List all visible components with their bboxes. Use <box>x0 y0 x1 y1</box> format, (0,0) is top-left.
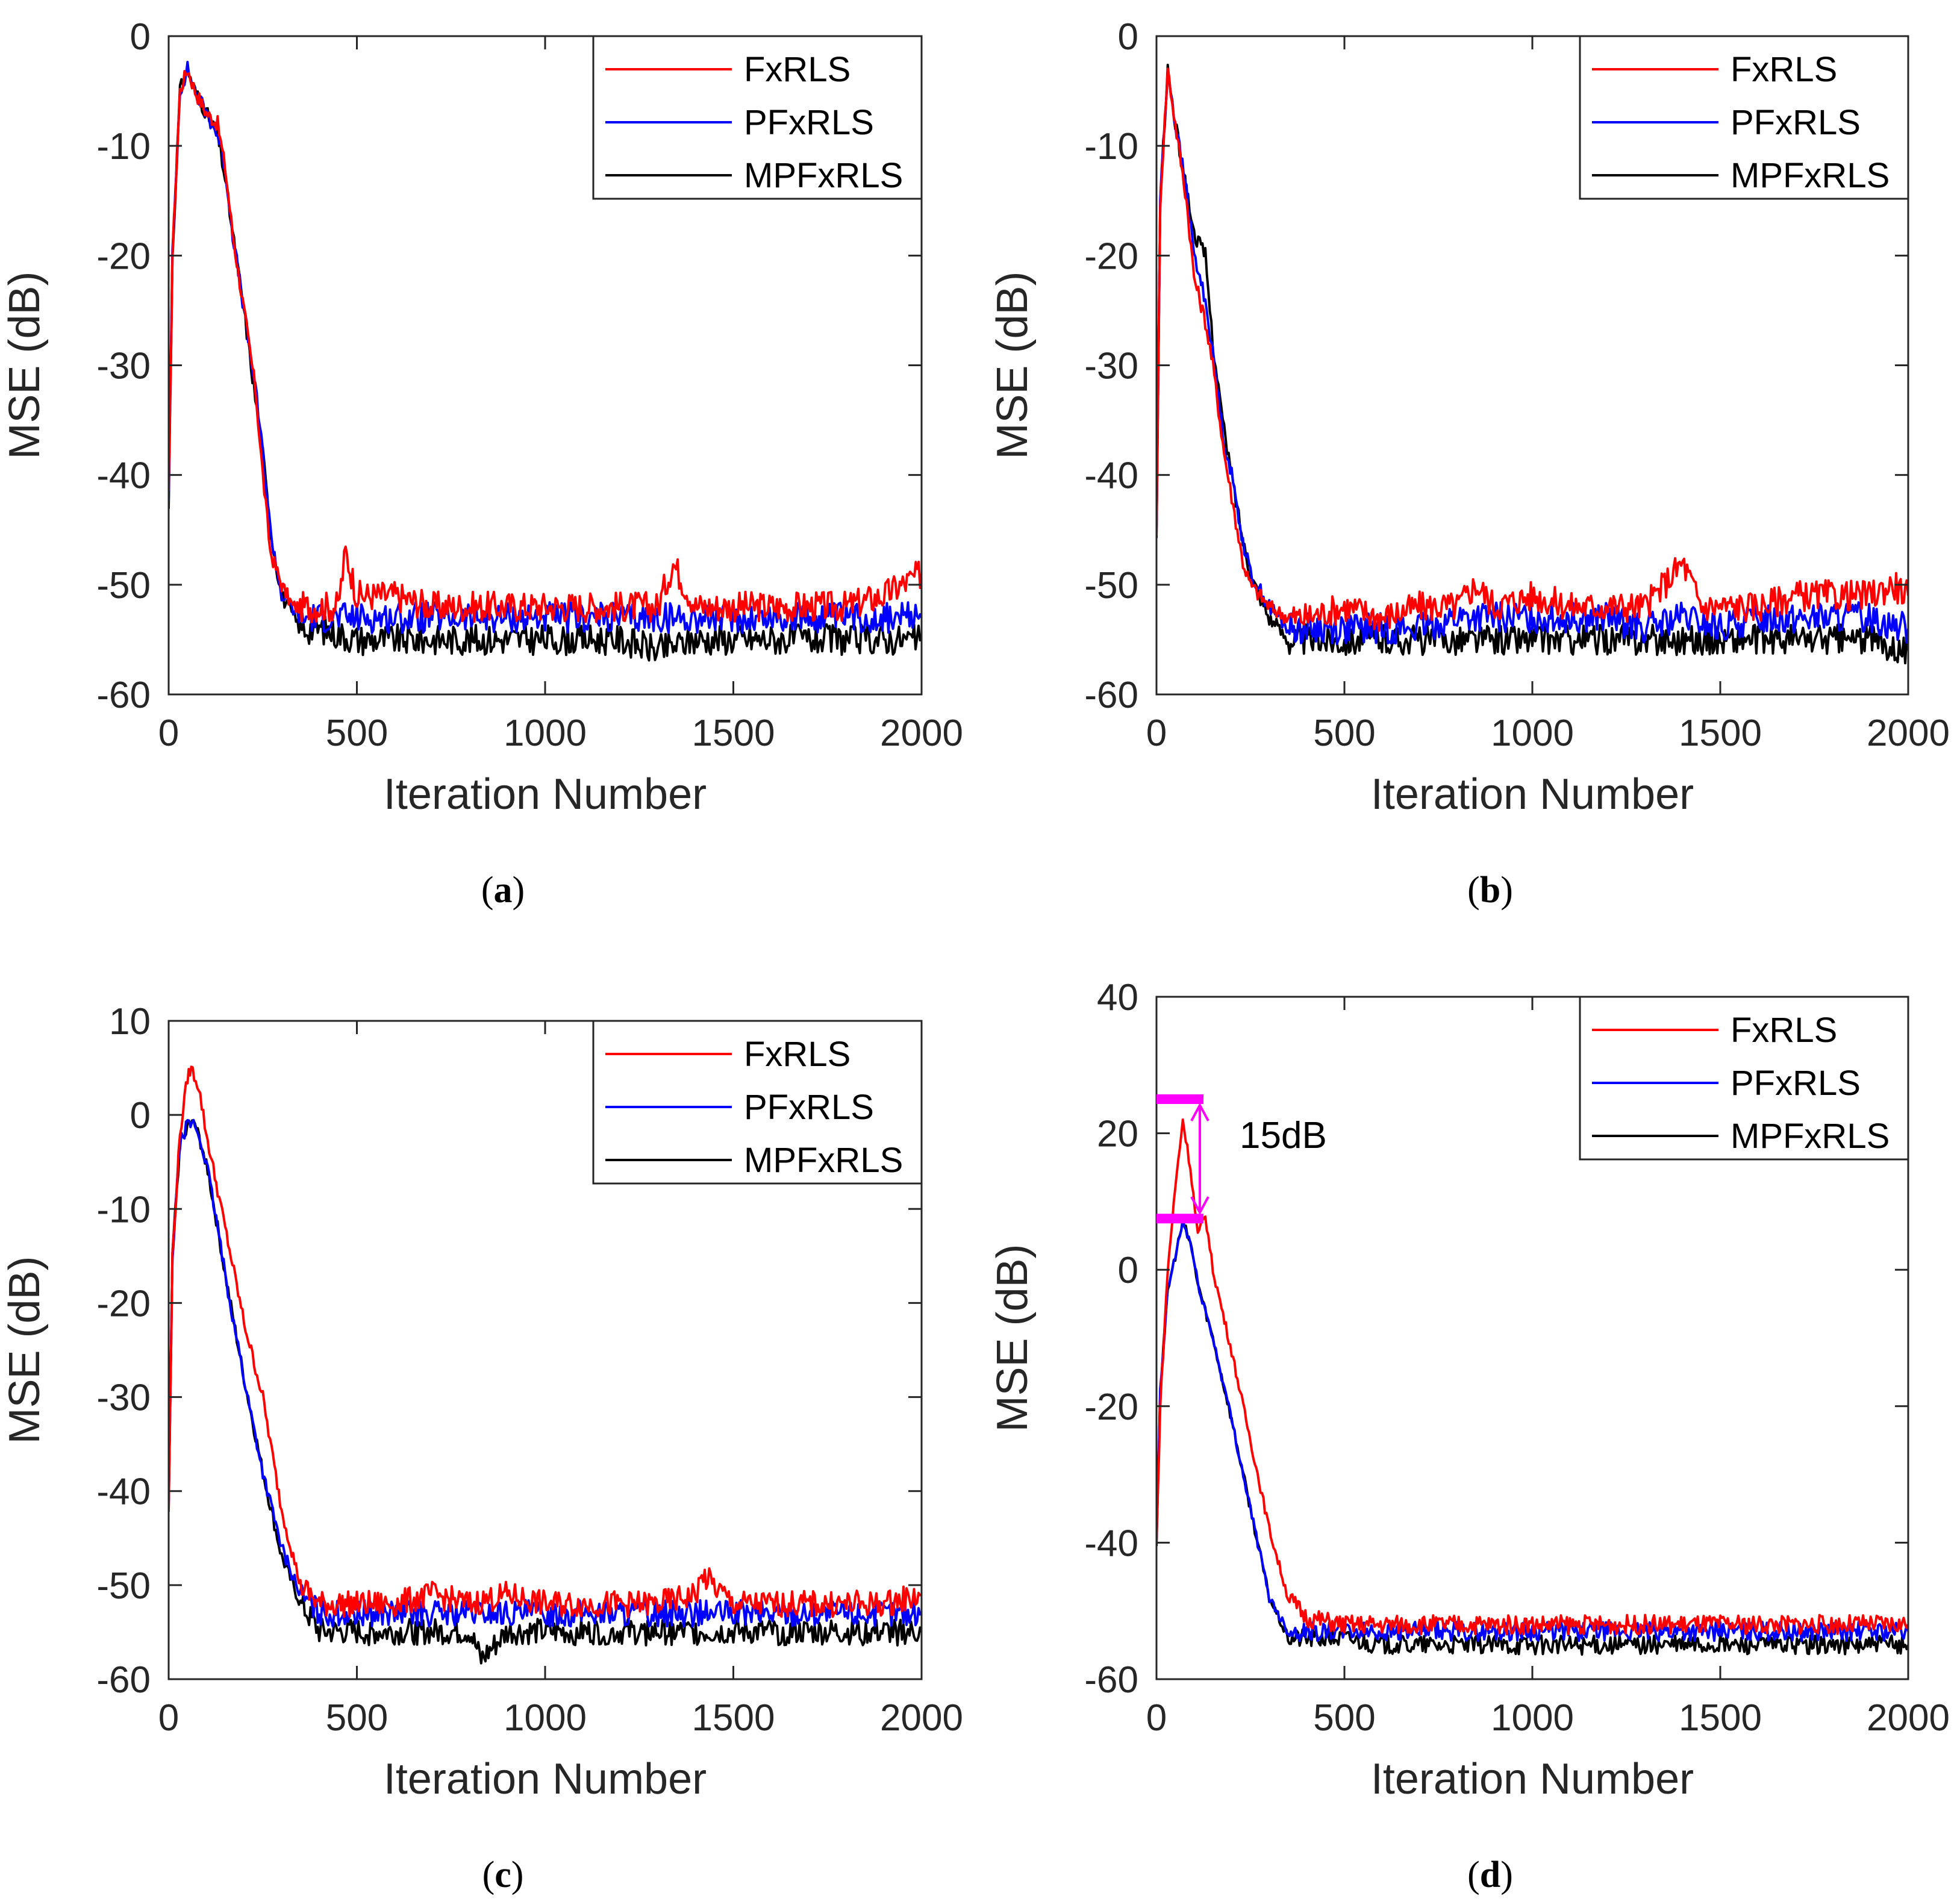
x-tick-label: 2000 <box>1867 713 1950 754</box>
x-tick-label: 0 <box>158 1697 179 1739</box>
plot-area <box>169 1065 922 1665</box>
x-tick-label: 500 <box>1313 1697 1375 1739</box>
y-tick-label: -10 <box>96 126 151 167</box>
x-tick-label: 1000 <box>504 713 587 754</box>
x-axis-label: Iteration Number <box>384 770 707 819</box>
series-line-FxRLS <box>169 1065 922 1618</box>
plot-area <box>1156 1118 1908 1656</box>
y-tick-label: -20 <box>96 235 151 277</box>
y-tick-label: -60 <box>1084 1659 1138 1701</box>
x-tick-label: 1500 <box>692 713 775 754</box>
x-axis-label: Iteration Number <box>384 1755 707 1803</box>
y-tick-label: -60 <box>96 1659 151 1701</box>
panel-b: 0 500 1000 1500 2000 -60 -50 -40 -30 -20 -10 0 Itera… <box>988 16 1950 911</box>
x-tick-label: 1000 <box>504 1697 587 1739</box>
y-tick-label: 40 <box>1097 977 1138 1018</box>
x-tick-label: 2000 <box>880 713 963 754</box>
x-tick-label: 1500 <box>1679 713 1762 754</box>
y-axis-label: MSE (dB) <box>988 271 1037 459</box>
x-tick-label: 500 <box>326 1697 388 1739</box>
y-tick-label: -60 <box>1084 675 1138 716</box>
y-tick-label: -50 <box>1084 565 1138 606</box>
x-tick-label: 1000 <box>1491 713 1574 754</box>
y-axis-label: MSE (dB) <box>988 1244 1037 1432</box>
legend-entry: MPFxRLS <box>1731 156 1890 195</box>
series-line-PFxRLS <box>169 1118 922 1628</box>
series-line-PFxRLS <box>1156 1218 1908 1642</box>
x-tick-label: 0 <box>1146 1697 1167 1739</box>
legend-entry: PFxRLS <box>744 103 874 142</box>
x-tick-label: 2000 <box>1867 1697 1950 1739</box>
legend-entry: MPFxRLS <box>744 1141 903 1180</box>
series-line-FxRLS <box>1156 1118 1908 1635</box>
series-line-MPFxRLS <box>1156 1217 1908 1656</box>
y-tick-label: -50 <box>96 565 151 606</box>
x-tick-label: 1500 <box>1679 1697 1762 1739</box>
x-tick-label: 2000 <box>880 1697 963 1739</box>
series-line-FxRLS <box>1156 67 1908 632</box>
y-axis-label: MSE (dB) <box>1 1256 49 1444</box>
y-tick-label: -20 <box>1084 1386 1138 1428</box>
panel-c: 0 500 1000 1500 2000 -60 -50 -40 -30 -20 -10 0 10 Ite… <box>1 1001 963 1895</box>
y-tick-label: -30 <box>1084 346 1138 387</box>
y-tick-label: -40 <box>96 1471 151 1513</box>
x-tick-label: 500 <box>326 713 388 754</box>
x-tick-label: 500 <box>1313 713 1375 754</box>
series-line-MPFxRLS <box>1156 63 1908 665</box>
legend-entry: FxRLS <box>744 50 850 89</box>
y-tick-label: 0 <box>1118 16 1138 58</box>
y-tick-label: -20 <box>1084 235 1138 277</box>
y-tick-label: -60 <box>96 675 151 716</box>
x-tick-label: 0 <box>1146 713 1167 754</box>
series-line-MPFxRLS <box>169 1118 922 1665</box>
panel-a: 0 500 1000 1500 2000 -60 -50 -40 -30 -20 -10 0 Itera… <box>1 16 963 911</box>
x-tick-label: 1500 <box>692 1697 775 1739</box>
x-tick-label: 0 <box>158 713 179 754</box>
annotation-15dB: 15dB <box>1156 1094 1327 1224</box>
legend: FxRLS PFxRLS MPFxRLS <box>592 1020 923 1185</box>
y-tick-label: -40 <box>96 455 151 497</box>
legend-entry: FxRLS <box>744 1035 850 1074</box>
panel-label: (a) <box>481 870 525 911</box>
y-tick-label: -10 <box>96 1189 151 1230</box>
panel-d: 0 500 1000 1500 2000 -60 -40 -20 0 20 40 Iteration … <box>988 977 1950 1895</box>
legend-entry: PFxRLS <box>744 1088 874 1127</box>
y-tick-label: -20 <box>96 1283 151 1324</box>
y-tick-label: 10 <box>109 1001 151 1043</box>
x-axis-label: Iteration Number <box>1371 1755 1694 1803</box>
series-line-FxRLS <box>169 70 922 623</box>
x-axis-label: Iteration Number <box>1371 770 1694 819</box>
y-tick-label: 0 <box>1118 1250 1138 1291</box>
y-tick-label: -50 <box>96 1565 151 1607</box>
y-tick-label: -10 <box>1084 126 1138 167</box>
legend-entry: FxRLS <box>1731 1011 1837 1050</box>
legend: FxRLS PFxRLS MPFxRLS <box>1579 996 1909 1161</box>
y-tick-label: 20 <box>1097 1114 1138 1155</box>
legend-entry: MPFxRLS <box>744 156 903 195</box>
legend: FxRLS PFxRLS MPFxRLS <box>592 35 923 200</box>
panel-label: (d) <box>1467 1854 1513 1895</box>
y-tick-label: -40 <box>1084 1523 1138 1564</box>
y-tick-label: -30 <box>96 346 151 387</box>
legend-entry: PFxRLS <box>1731 103 1861 142</box>
legend-entry: MPFxRLS <box>1731 1117 1890 1156</box>
x-tick-label: 1000 <box>1491 1697 1574 1739</box>
legend: FxRLS PFxRLS MPFxRLS <box>1579 35 1909 200</box>
plot-area <box>169 61 922 662</box>
panel-label: (c) <box>482 1854 524 1895</box>
panel-label: (b) <box>1467 870 1513 911</box>
y-tick-label: -40 <box>1084 455 1138 497</box>
y-tick-label: 0 <box>130 16 151 58</box>
legend-entry: PFxRLS <box>1731 1064 1861 1103</box>
annotation-text: 15dB <box>1240 1115 1327 1156</box>
y-axis-label: MSE (dB) <box>1 271 49 459</box>
y-tick-label: 0 <box>130 1095 151 1137</box>
y-tick-label: -30 <box>96 1377 151 1419</box>
legend-entry: FxRLS <box>1731 50 1837 89</box>
plot-area <box>1156 63 1908 665</box>
